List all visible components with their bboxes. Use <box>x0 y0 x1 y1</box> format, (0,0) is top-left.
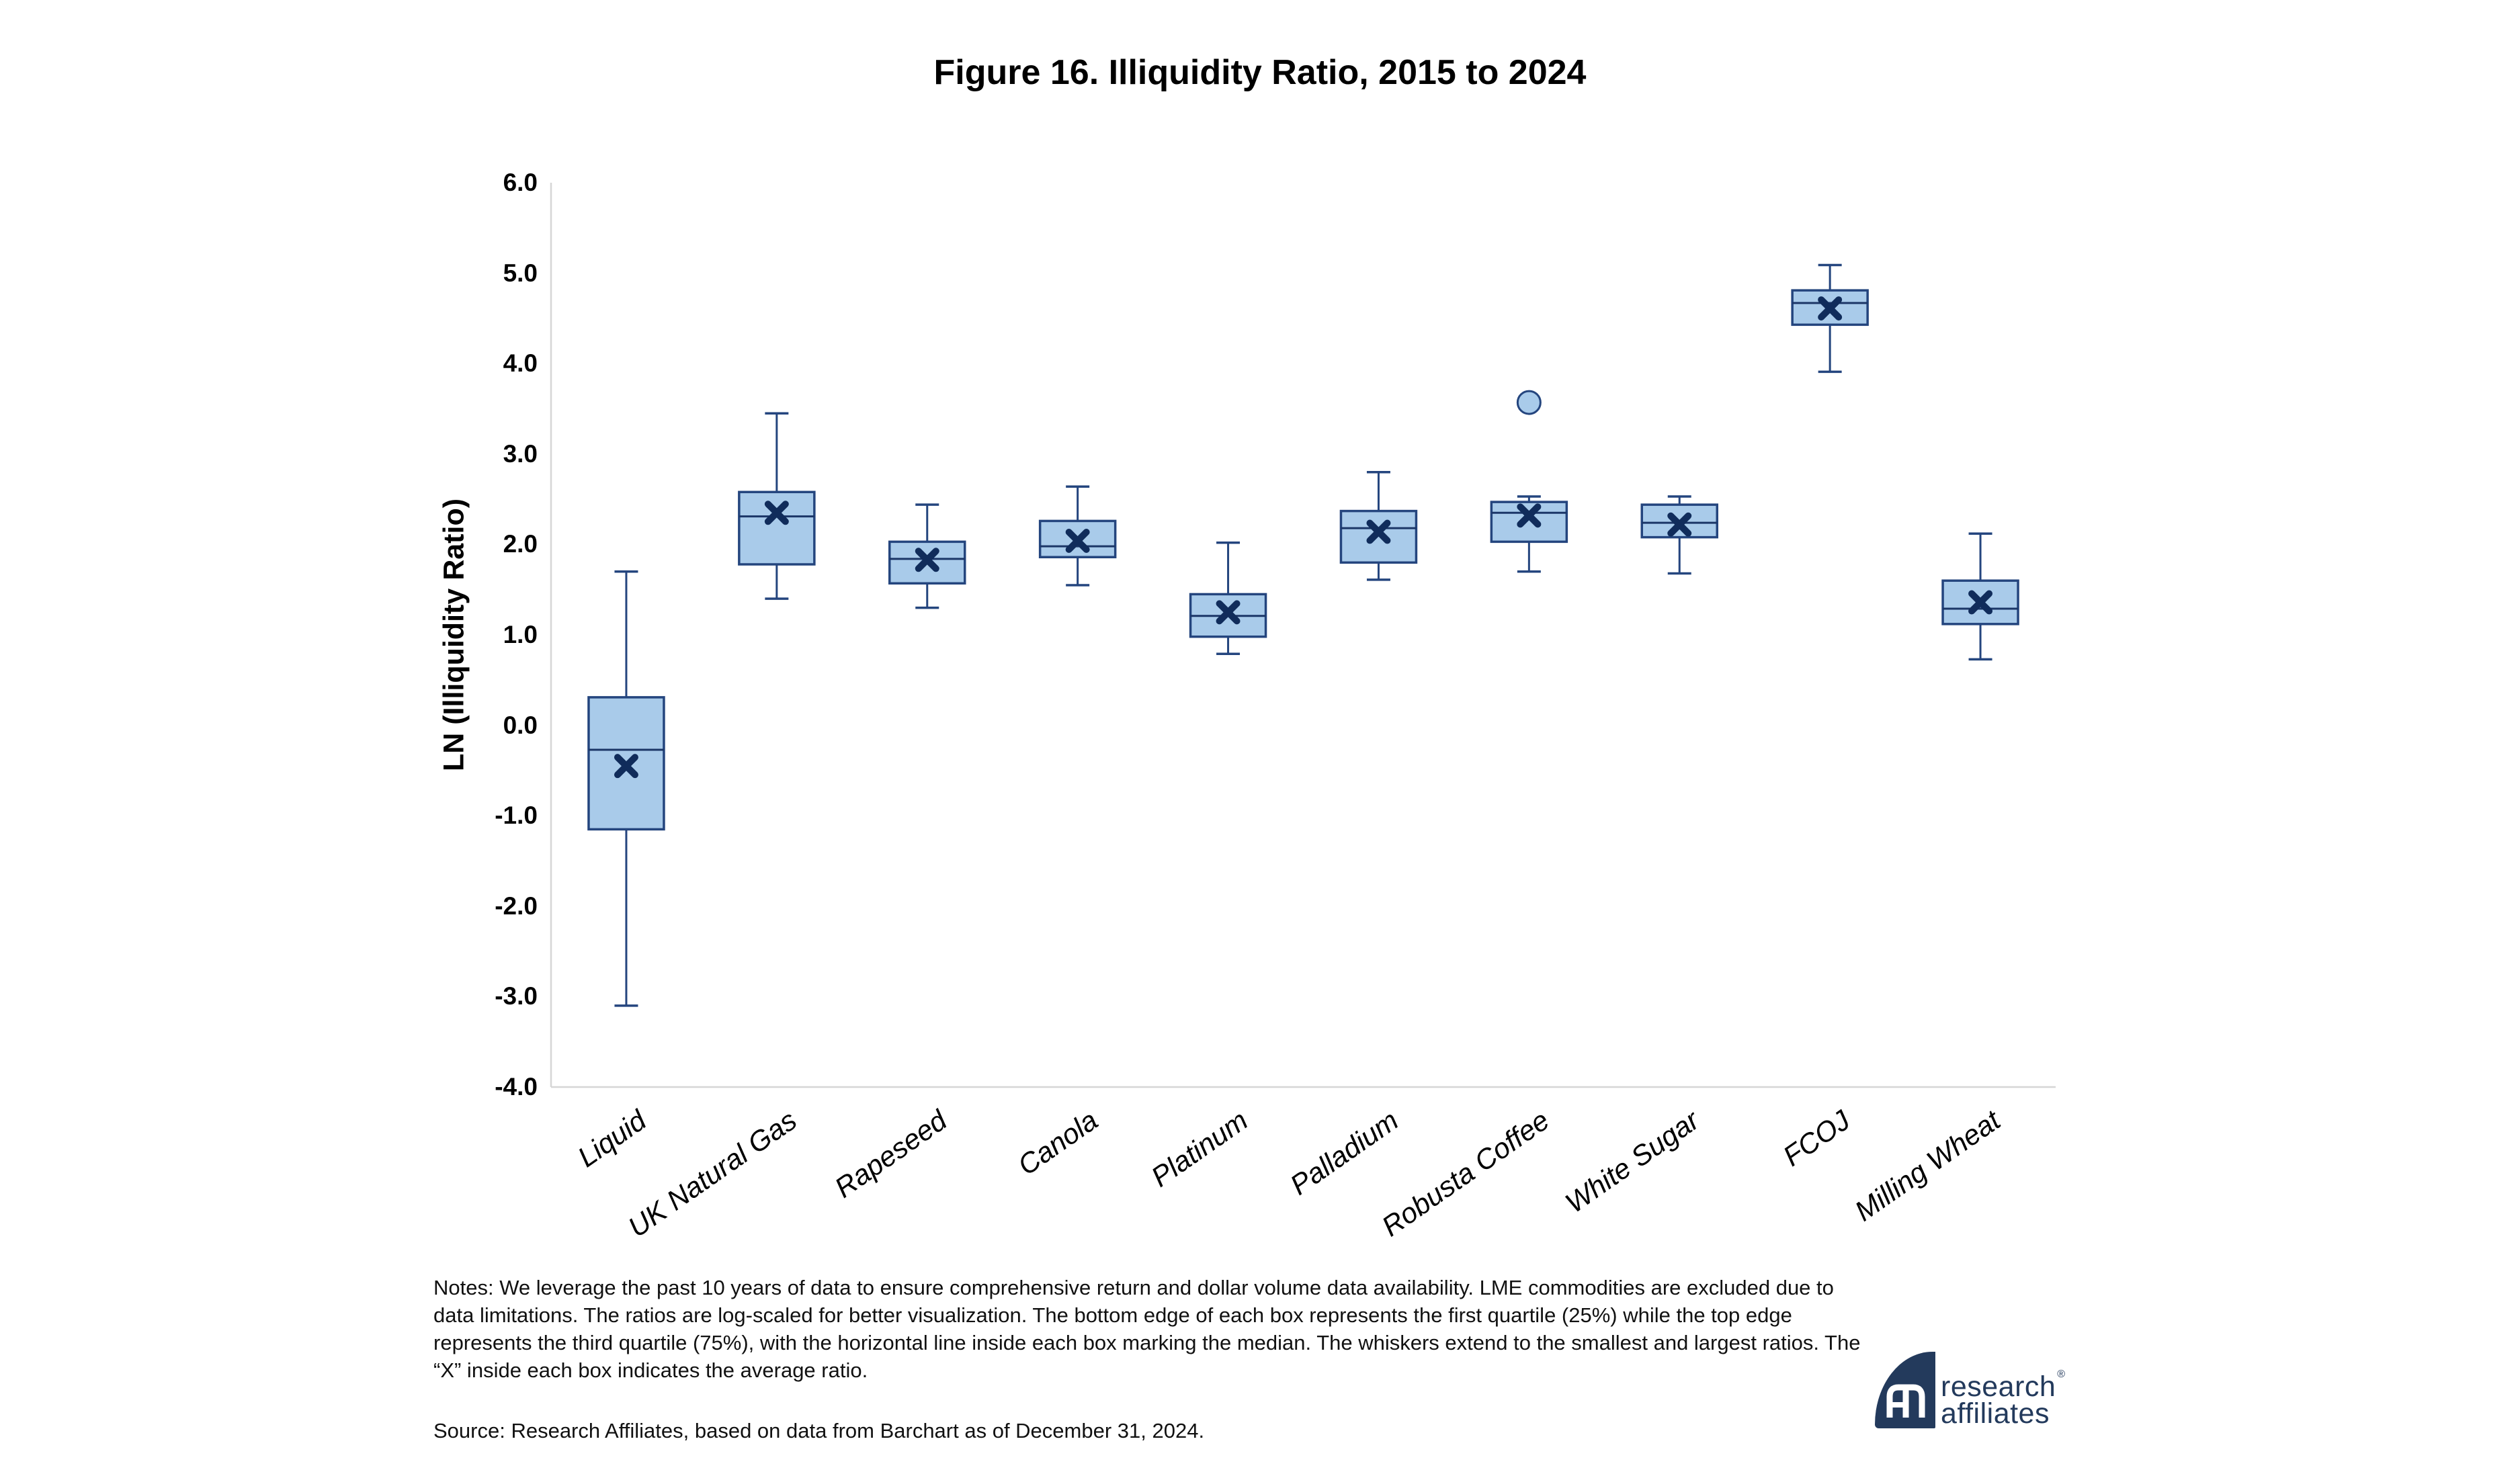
iqr-box <box>738 490 816 566</box>
logo-quarter-circle-mark <box>1875 1352 1935 1428</box>
mean-x-marker <box>1366 519 1391 544</box>
y-tick-label--2.0: -2.0 <box>495 892 538 920</box>
y-tick-label--3.0: -3.0 <box>495 982 538 1010</box>
chart-title: Figure 16. Illiquidity Ratio, 2015 to 20… <box>933 53 1587 92</box>
y-tick-label-0.0: 0.0 <box>503 711 538 739</box>
ra-monogram-icon <box>1886 1384 1925 1418</box>
research-affiliates-logo: research ® affiliates <box>1875 1352 2224 1439</box>
mean-x-marker <box>1818 296 1843 321</box>
box-milling-wheat <box>1941 532 2019 661</box>
logo-word-affiliates: affiliates <box>1941 1397 2050 1430</box>
mean-x-marker <box>1667 512 1692 537</box>
box-rapeseed <box>888 503 966 609</box>
figure-notes: Notes: We leverage the past 10 years of … <box>433 1276 1861 1382</box>
y-tick-label--4.0: -4.0 <box>495 1073 538 1100</box>
box-robusta-coffee <box>1490 390 1568 573</box>
y-tick-label-6.0: 6.0 <box>503 169 538 196</box>
y-tick-label--1.0: -1.0 <box>495 802 538 830</box>
box-canola <box>1038 485 1117 587</box>
box-fcoj <box>1791 263 1869 374</box>
box-white-sugar <box>1640 495 1718 575</box>
mean-x-marker <box>614 754 638 779</box>
mean-x-marker <box>1065 529 1090 554</box>
logo-word-research: research <box>1941 1371 2056 1403</box>
y-tick-label-3.0: 3.0 <box>503 439 538 468</box>
y-tick-label-5.0: 5.0 <box>503 259 538 287</box>
outlier-point <box>1516 390 1542 415</box>
box-palladium <box>1339 470 1418 581</box>
y-tick-label-4.0: 4.0 <box>503 349 538 378</box>
box-platinum <box>1189 541 1267 656</box>
registered-trademark-icon: ® <box>2057 1369 2066 1380</box>
figure-source: Source: Research Affiliates, based on da… <box>433 1419 1205 1442</box>
mean-x-marker <box>764 501 789 525</box>
mean-x-marker <box>1968 590 1993 615</box>
mean-x-marker <box>1216 600 1241 625</box>
box-liquid <box>587 570 665 1007</box>
y-tick-label-2.0: 2.0 <box>503 530 538 558</box>
y-tick-label-1.0: 1.0 <box>503 621 538 648</box>
box-uk-natural-gas <box>738 412 816 600</box>
iqr-box <box>1339 509 1418 564</box>
mean-x-marker <box>1517 503 1542 528</box>
mean-x-marker <box>915 548 939 572</box>
iqr-box <box>1490 501 1568 544</box>
logo-wordmark: research ® affiliates <box>1941 1361 2066 1430</box>
iqr-box <box>1941 579 2019 625</box>
